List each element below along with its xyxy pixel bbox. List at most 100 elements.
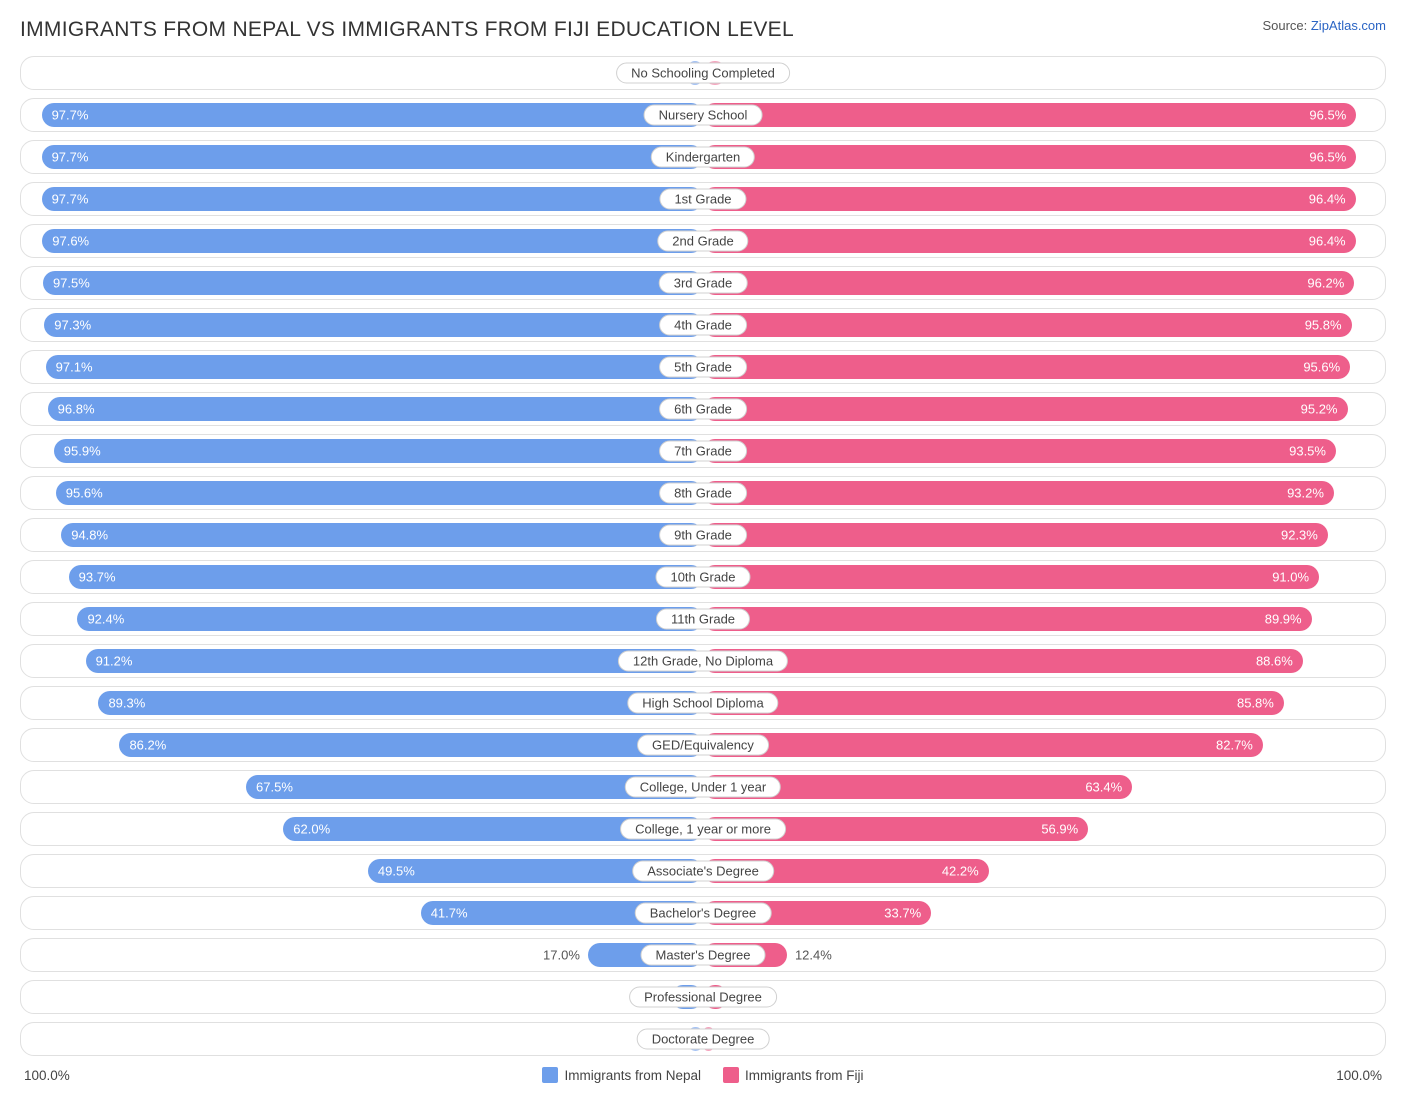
right-bar: 88.6% xyxy=(703,649,1303,673)
left-half: 91.2% xyxy=(26,649,703,673)
left-value: 91.2% xyxy=(96,654,133,669)
left-half: 89.3% xyxy=(26,691,703,715)
right-value: 42.2% xyxy=(942,864,979,879)
right-half: 12.4% xyxy=(703,943,1380,967)
chart-row-inner: 2.2%1.6%Doctorate Degree xyxy=(26,1027,1380,1051)
left-bar: 93.7% xyxy=(69,565,703,589)
left-half: 97.7% xyxy=(26,145,703,169)
right-bar: 95.6% xyxy=(703,355,1350,379)
left-half: 97.7% xyxy=(26,103,703,127)
right-value: 92.3% xyxy=(1281,528,1318,543)
category-label: Doctorate Degree xyxy=(637,1029,770,1050)
category-label: Kindergarten xyxy=(651,147,755,168)
right-value: 56.9% xyxy=(1041,822,1078,837)
chart-row: 97.7%96.5%Kindergarten xyxy=(20,140,1386,174)
right-half: 95.2% xyxy=(703,397,1380,421)
right-half: 1.6% xyxy=(703,1027,1380,1051)
chart-row: 97.1%95.6%5th Grade xyxy=(20,350,1386,384)
right-value: 82.7% xyxy=(1216,738,1253,753)
right-bar: 89.9% xyxy=(703,607,1312,631)
chart-row: 41.7%33.7%Bachelor's Degree xyxy=(20,896,1386,930)
left-bar: 95.9% xyxy=(54,439,703,463)
right-bar: 95.2% xyxy=(703,397,1348,421)
right-value: 91.0% xyxy=(1272,570,1309,585)
right-half: 85.8% xyxy=(703,691,1380,715)
right-half: 33.7% xyxy=(703,901,1380,925)
category-label: 2nd Grade xyxy=(657,231,748,252)
right-value: 89.9% xyxy=(1265,612,1302,627)
right-bar: 96.4% xyxy=(703,187,1356,211)
right-half: 93.2% xyxy=(703,481,1380,505)
axis-left-max: 100.0% xyxy=(24,1068,70,1083)
left-half: 94.8% xyxy=(26,523,703,547)
right-half: 3.7% xyxy=(703,985,1380,1009)
left-bar: 97.1% xyxy=(46,355,703,379)
right-half: 95.6% xyxy=(703,355,1380,379)
left-bar: 91.2% xyxy=(86,649,703,673)
right-value: 96.5% xyxy=(1309,108,1346,123)
left-half: 2.3% xyxy=(26,61,703,85)
chart-row-inner: 95.6%93.2%8th Grade xyxy=(26,481,1380,505)
right-bar: 96.5% xyxy=(703,145,1356,169)
left-half: 97.1% xyxy=(26,355,703,379)
right-bar: 96.5% xyxy=(703,103,1356,127)
right-value: 12.4% xyxy=(795,948,832,963)
right-value: 93.2% xyxy=(1287,486,1324,501)
category-label: 3rd Grade xyxy=(659,273,748,294)
right-value: 33.7% xyxy=(884,906,921,921)
chart-row: 2.3%3.5%No Schooling Completed xyxy=(20,56,1386,90)
left-half: 49.5% xyxy=(26,859,703,883)
left-half: 41.7% xyxy=(26,901,703,925)
chart-row: 95.6%93.2%8th Grade xyxy=(20,476,1386,510)
chart-row: 95.9%93.5%7th Grade xyxy=(20,434,1386,468)
left-bar: 97.7% xyxy=(42,145,703,169)
left-value: 97.7% xyxy=(52,108,89,123)
category-label: GED/Equivalency xyxy=(637,735,769,756)
right-value: 96.4% xyxy=(1309,234,1346,249)
right-half: 93.5% xyxy=(703,439,1380,463)
chart-row-inner: 97.1%95.6%5th Grade xyxy=(26,355,1380,379)
right-half: 96.5% xyxy=(703,145,1380,169)
left-value: 41.7% xyxy=(431,906,468,921)
right-bar: 96.4% xyxy=(703,229,1356,253)
left-half: 97.7% xyxy=(26,187,703,211)
chart-row: 96.8%95.2%6th Grade xyxy=(20,392,1386,426)
legend-swatch-right xyxy=(723,1067,739,1083)
chart-row: 97.7%96.4%1st Grade xyxy=(20,182,1386,216)
chart-row-inner: 94.8%92.3%9th Grade xyxy=(26,523,1380,547)
left-bar: 96.8% xyxy=(48,397,703,421)
right-half: 96.5% xyxy=(703,103,1380,127)
chart-row: 97.5%96.2%3rd Grade xyxy=(20,266,1386,300)
right-half: 96.2% xyxy=(703,271,1380,295)
category-label: 11th Grade xyxy=(656,609,750,630)
chart-row-inner: 89.3%85.8%High School Diploma xyxy=(26,691,1380,715)
right-bar: 91.0% xyxy=(703,565,1319,589)
left-half: 97.3% xyxy=(26,313,703,337)
category-label: Nursery School xyxy=(644,105,763,126)
category-label: Master's Degree xyxy=(641,945,766,966)
chart-row-inner: 97.7% 96.5% Nursery School xyxy=(26,103,1380,127)
right-half: 89.9% xyxy=(703,607,1380,631)
left-half: 93.7% xyxy=(26,565,703,589)
chart-row: 94.8%92.3%9th Grade xyxy=(20,518,1386,552)
legend-label-right: Immigrants from Fiji xyxy=(745,1068,864,1083)
left-value: 93.7% xyxy=(79,570,116,585)
chart-row-inner: 86.2%82.7%GED/Equivalency xyxy=(26,733,1380,757)
right-half: 91.0% xyxy=(703,565,1380,589)
chart-row-inner: 97.6% 96.4% 2nd Grade xyxy=(26,229,1380,253)
right-value: 85.8% xyxy=(1237,696,1274,711)
chart-row: 86.2%82.7%GED/Equivalency xyxy=(20,728,1386,762)
category-label: College, Under 1 year xyxy=(625,777,781,798)
left-value: 62.0% xyxy=(293,822,330,837)
chart-row-inner: 96.8%95.2%6th Grade xyxy=(26,397,1380,421)
left-half: 97.6% xyxy=(26,229,703,253)
chart-row: 97.3%95.8%4th Grade xyxy=(20,308,1386,342)
left-value: 97.7% xyxy=(52,192,89,207)
left-half: 95.6% xyxy=(26,481,703,505)
right-half: 56.9% xyxy=(703,817,1380,841)
left-half: 96.8% xyxy=(26,397,703,421)
left-value: 97.3% xyxy=(54,318,91,333)
chart-row: 49.5%42.2%Associate's Degree xyxy=(20,854,1386,888)
right-half: 88.6% xyxy=(703,649,1380,673)
source-link[interactable]: ZipAtlas.com xyxy=(1311,18,1386,33)
